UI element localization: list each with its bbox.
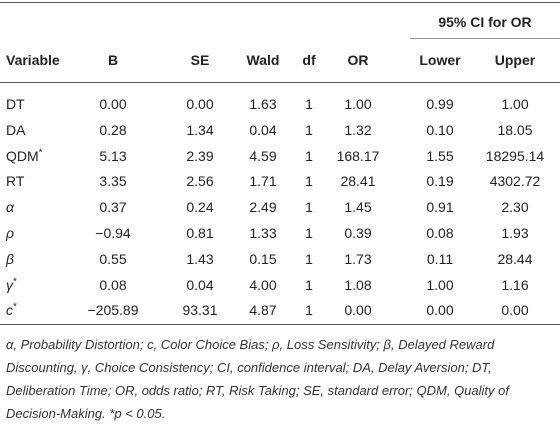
- cell: 2.30: [501, 199, 529, 216]
- cell: 1: [305, 302, 313, 319]
- cell: 1: [305, 147, 313, 164]
- cell: 0.91: [426, 199, 454, 216]
- cell: −0.94: [95, 225, 131, 241]
- variable: ρ: [6, 225, 15, 241]
- row-label: α: [6, 198, 14, 216]
- cell: 1.71: [249, 173, 277, 190]
- cell: 0.00: [501, 302, 529, 319]
- cell: 18295.14: [485, 147, 545, 164]
- cell: 0.04: [249, 121, 277, 138]
- cell: 1.32: [344, 121, 372, 138]
- cell: 1.55: [426, 147, 454, 164]
- cell: 2.39: [186, 147, 214, 164]
- cell: 1.45: [344, 199, 372, 216]
- cell: 1.33: [249, 225, 277, 241]
- top-rule: [0, 2, 560, 3]
- column-header: B: [107, 52, 119, 68]
- header-rule: [0, 82, 560, 83]
- cell: 1.00: [344, 96, 372, 112]
- cell: 0.10: [426, 121, 454, 138]
- cell: 4.59: [249, 147, 277, 164]
- row-label: RT: [6, 172, 24, 190]
- cell: 1: [305, 199, 313, 216]
- cell: 0.55: [99, 250, 127, 267]
- cell: 1: [305, 96, 313, 112]
- column-header: df: [302, 52, 316, 68]
- column-header: OR: [347, 52, 369, 68]
- group-header: 95% CI for OR: [438, 14, 532, 30]
- cell: 4.00: [249, 276, 277, 293]
- row-label: β: [6, 250, 14, 268]
- cell: 0.24: [186, 199, 214, 216]
- row-label: DT: [6, 95, 25, 113]
- cell: 168.17: [336, 147, 380, 164]
- row-label: γ*: [6, 276, 17, 294]
- cell: 28.41: [340, 173, 376, 190]
- cell: 0.11: [426, 250, 454, 267]
- row-label: DA: [6, 121, 25, 139]
- variable: RT: [6, 173, 25, 190]
- cell: 1.00: [426, 276, 454, 293]
- cell: 1.08: [344, 276, 372, 293]
- cell: 0.81: [186, 225, 214, 241]
- cell: 2.56: [186, 173, 214, 190]
- variable: α: [6, 199, 14, 216]
- variable: DT: [6, 96, 25, 112]
- variable: DA: [6, 121, 26, 138]
- cell: 0.04: [186, 276, 214, 293]
- cell: 1: [305, 121, 313, 138]
- cell: 0.08: [426, 225, 454, 241]
- cell: 1: [305, 173, 313, 190]
- row-label: QDM*: [6, 147, 43, 165]
- superscript: *: [13, 301, 17, 313]
- cell: 0.00: [186, 96, 214, 112]
- superscript: *: [13, 275, 17, 287]
- cell: 93.31: [182, 302, 218, 319]
- cell: 0.37: [99, 199, 127, 216]
- cell: 2.49: [249, 199, 277, 216]
- variable: γ: [6, 276, 13, 293]
- cell: 5.13: [99, 147, 127, 164]
- cell: 3.35: [99, 173, 127, 190]
- cell: 0.19: [426, 173, 454, 190]
- cell: 0.28: [99, 121, 127, 138]
- cell: 0.00: [344, 302, 372, 319]
- cell: 0.08: [99, 276, 127, 293]
- cell: 1.73: [344, 250, 372, 267]
- cell: 1.16: [501, 276, 529, 293]
- column-header: Upper: [494, 52, 536, 68]
- cell: 4302.72: [489, 173, 541, 190]
- cell: 1.34: [186, 121, 214, 138]
- cell: 0.99: [426, 96, 454, 112]
- cell: 1.00: [501, 96, 529, 112]
- row-label: c*: [6, 301, 17, 319]
- footnote: α, Probability Distortion; c, Color Choi…: [6, 337, 509, 421]
- column-header: SE: [190, 52, 210, 68]
- group-rule: [410, 38, 560, 39]
- cell: 18.05: [497, 121, 533, 138]
- cell: 4.87: [249, 302, 277, 319]
- bottom-rule: [0, 324, 560, 325]
- row-label: ρ: [6, 224, 14, 242]
- cell: 1: [305, 250, 313, 267]
- cell: 0.39: [344, 225, 372, 241]
- cell: 28.44: [497, 250, 533, 267]
- variable: β: [6, 250, 14, 267]
- cell: 1.43: [186, 250, 214, 267]
- cell: 0.00: [99, 96, 127, 112]
- column-header: Variable: [6, 52, 60, 68]
- cell: 0.00: [426, 302, 454, 319]
- cell: 1.93: [501, 225, 529, 241]
- cell: −205.89: [87, 302, 139, 319]
- variable: c: [6, 302, 13, 319]
- superscript: *: [38, 146, 43, 158]
- variable: QDM: [6, 147, 39, 164]
- cell: 1.63: [249, 96, 277, 112]
- cell: 1: [305, 225, 313, 241]
- cell: 0.15: [249, 250, 277, 267]
- column-header: Wald: [246, 52, 280, 68]
- cell: 1: [305, 276, 313, 293]
- column-header: Lower: [419, 52, 461, 68]
